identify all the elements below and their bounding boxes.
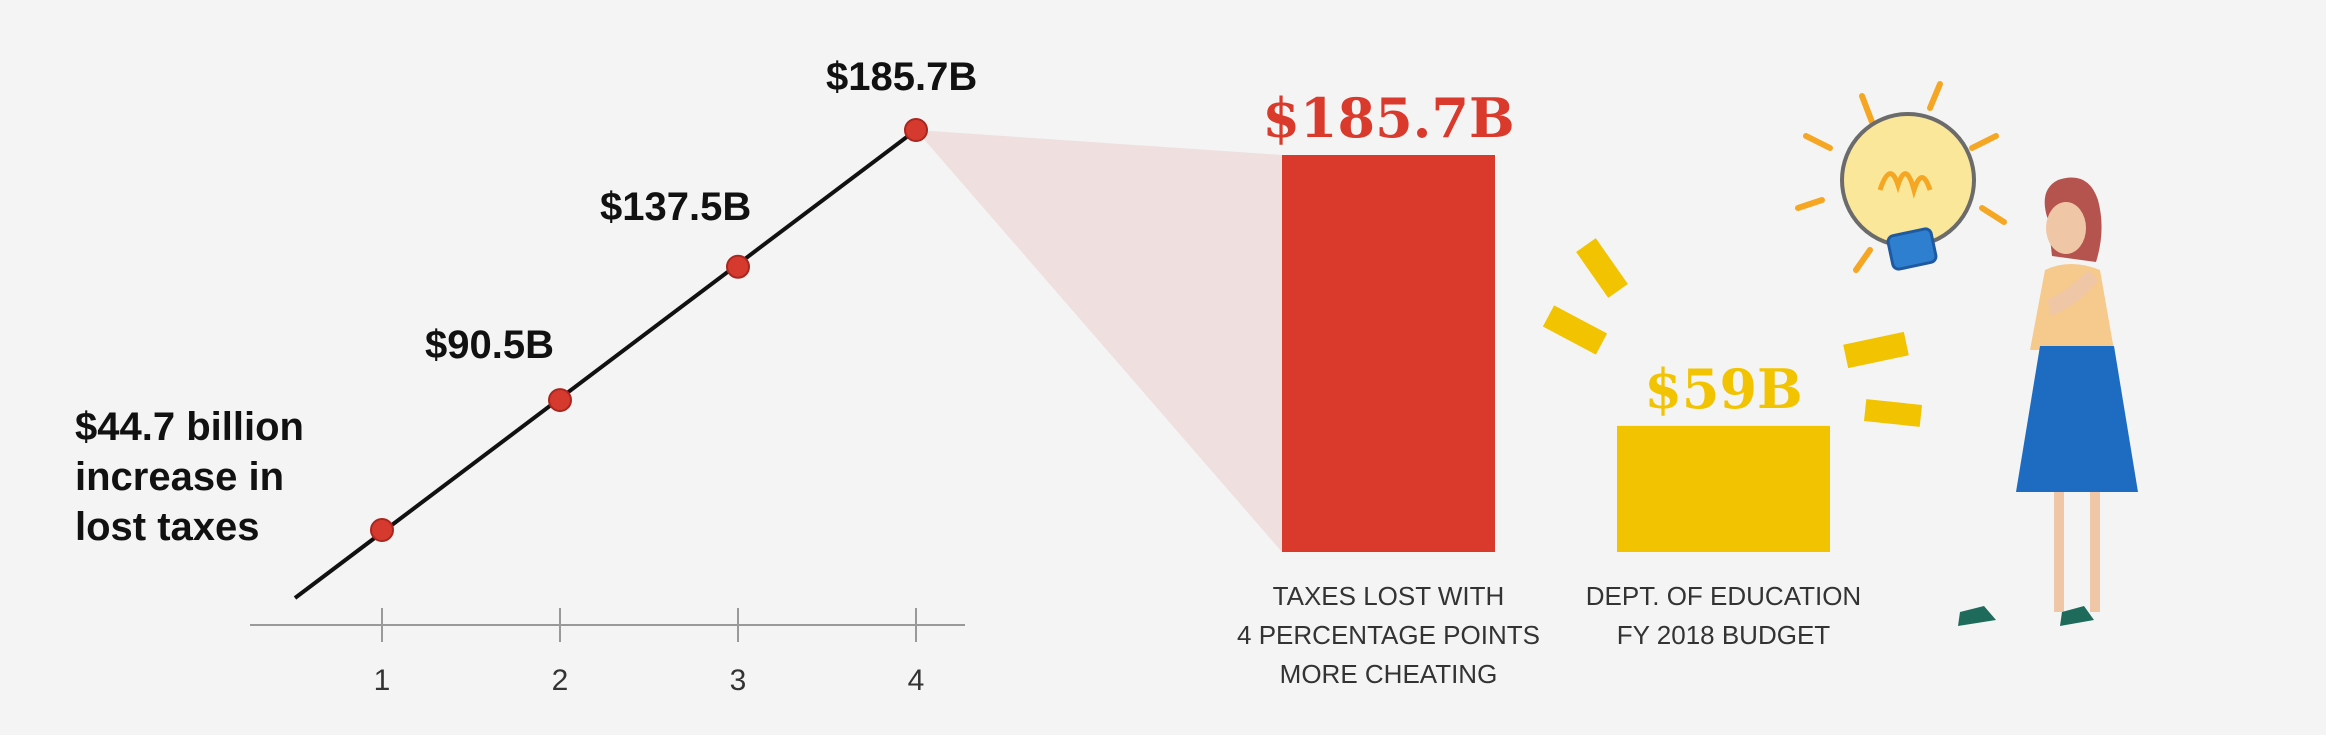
- point-label: $185.7B: [826, 55, 977, 99]
- data-points: [370, 118, 928, 542]
- data-point: [726, 254, 750, 279]
- zoom-connector-wedge: [916, 130, 1282, 552]
- x-tick-label: 2: [552, 664, 569, 697]
- data-point: [904, 118, 928, 142]
- point-label: $44.7 billion increase in lost taxes: [75, 405, 304, 549]
- data-point: [370, 518, 394, 542]
- data-point: [548, 388, 572, 413]
- bar-value-label: $185.7B: [1262, 86, 1514, 150]
- x-ticks: 1 2 3 4: [374, 608, 925, 697]
- bar-chart: $185.7B $59B TAXES LOST WITH 4 PERCENTAGE …: [1237, 86, 1861, 689]
- bar: [1282, 155, 1495, 552]
- bar-category-label: TAXES LOST WITH 4 PERCENTAGE POINTS MORE C…: [1237, 581, 1540, 689]
- x-tick-label: 3: [730, 664, 747, 697]
- bar-value-label: $59B: [1644, 357, 1802, 421]
- lightbulb-icon: [1795, 81, 2007, 273]
- point-label: $137.5B: [600, 185, 751, 229]
- bar: [1617, 425, 1830, 552]
- point-label: $90.5B: [425, 323, 554, 367]
- thinking-woman-icon: [1958, 177, 2138, 626]
- sparkle-rays-icon: [1542, 238, 1922, 427]
- point-labels: $44.7 billion increase in lost taxes $90.5B…: [75, 55, 977, 549]
- x-tick-label: 4: [908, 664, 925, 697]
- x-tick-label: 1: [374, 664, 391, 697]
- trend-line: [293, 128, 918, 600]
- bar-category-label: DEPT. OF EDUCATION FY 2018 BUDGET: [1586, 581, 1861, 650]
